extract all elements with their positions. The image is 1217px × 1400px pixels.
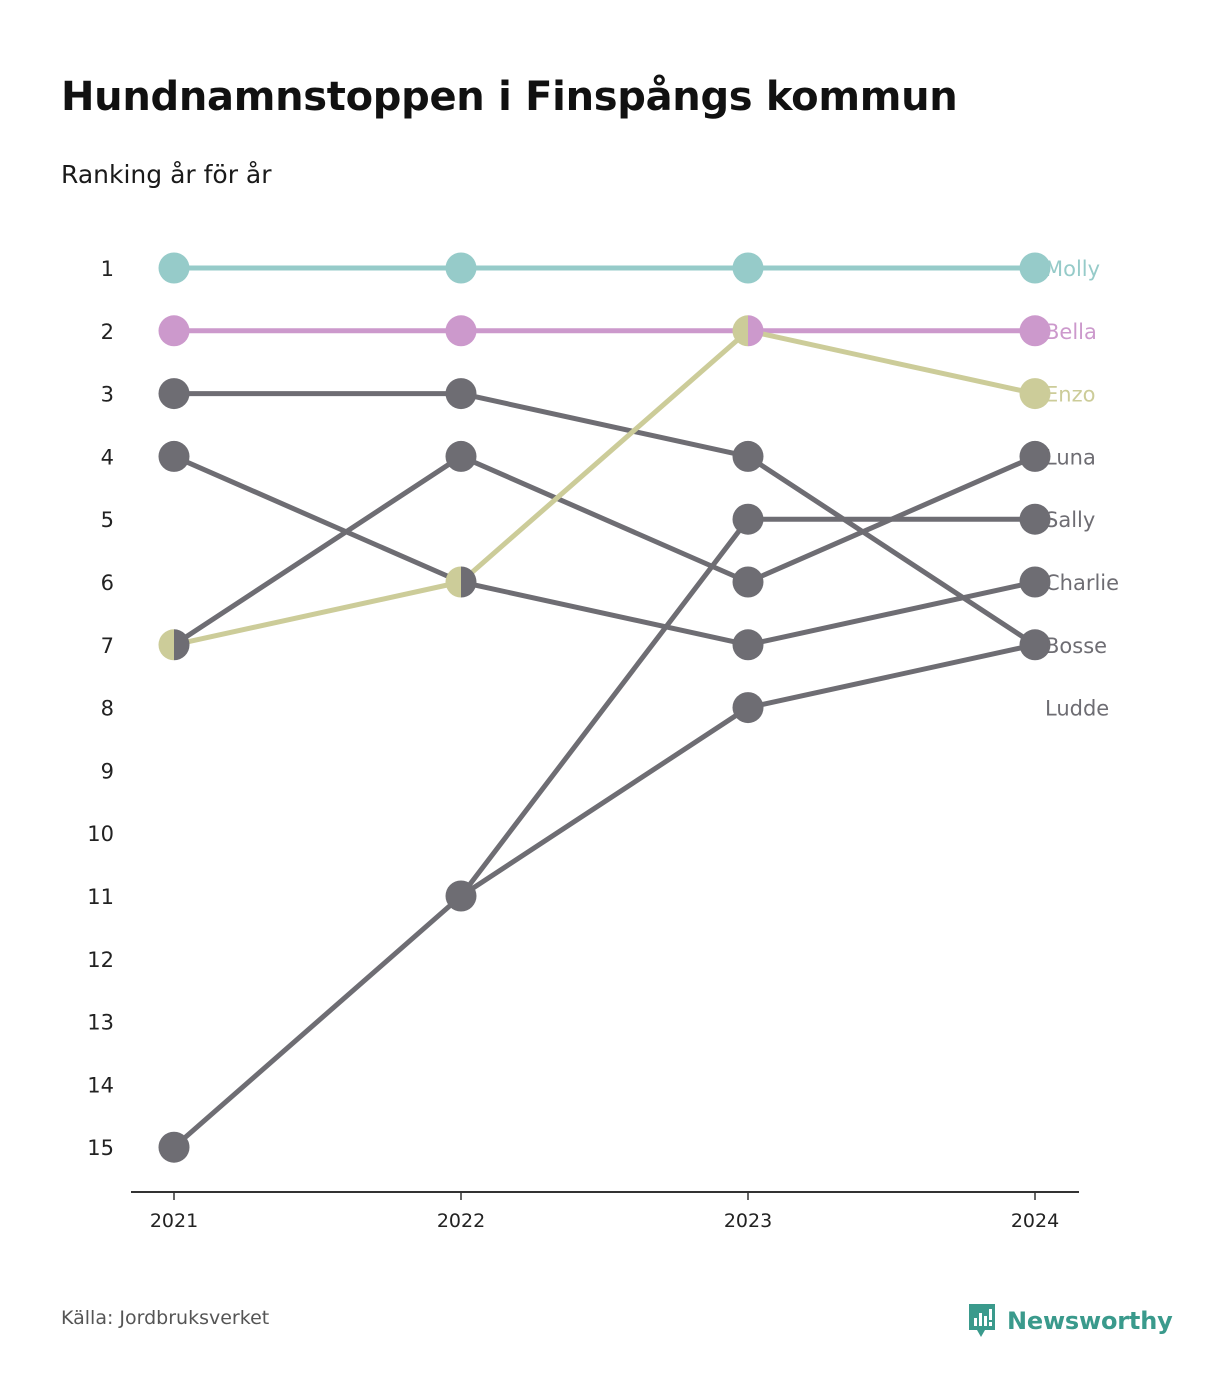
data-point-split-left xyxy=(732,315,748,347)
brand-logo[interactable]: Newsworthy xyxy=(967,1302,1173,1340)
y-tick-label: 3 xyxy=(101,383,114,407)
data-point-ludde xyxy=(732,692,764,724)
chart-subtitle: Ranking år för år xyxy=(61,160,272,189)
data-point-luna xyxy=(445,440,477,472)
y-tick-label: 7 xyxy=(101,634,114,658)
y-tick-label: 6 xyxy=(101,571,114,595)
data-point-sally xyxy=(1019,503,1051,535)
series-line-charlie xyxy=(171,453,1038,648)
series-label-molly: Molly xyxy=(1045,257,1100,281)
series-label-bosse: Bosse xyxy=(1045,634,1107,658)
data-point-bella xyxy=(445,315,477,347)
series-label-charlie: Charlie xyxy=(1045,571,1119,595)
data-point-molly xyxy=(1019,252,1051,284)
data-point-bosse xyxy=(445,378,477,410)
y-tick-label: 15 xyxy=(87,1136,114,1160)
series-line-sally xyxy=(171,516,1038,1150)
source-note: Källa: Jordbruksverket xyxy=(61,1307,270,1329)
data-point-bosse xyxy=(732,440,764,472)
data-point-charlie xyxy=(732,629,764,661)
newsworthy-logo-icon xyxy=(969,1304,995,1337)
x-tick-label: 2024 xyxy=(1011,1210,1059,1232)
x-tick-label: 2023 xyxy=(724,1210,772,1232)
x-axis: 2021 2022 2023 2024 xyxy=(131,1191,1079,1232)
y-tick-label: 1 xyxy=(101,257,114,281)
chart-title: Hundnamnstoppen i Finspångs kommun xyxy=(61,74,958,120)
data-point-split-right xyxy=(174,629,190,661)
y-tick-label: 8 xyxy=(101,697,114,721)
series-line-bosse xyxy=(171,391,1038,648)
data-point-bosse xyxy=(1019,629,1051,661)
data-point-luna xyxy=(1019,440,1051,472)
data-point-bella xyxy=(1019,315,1051,347)
data-point-charlie xyxy=(1019,566,1051,598)
data-point-enzo xyxy=(1019,378,1051,410)
series-label-ludde: Ludde xyxy=(1045,697,1109,721)
data-point-split-left xyxy=(158,629,174,661)
y-tick-label: 11 xyxy=(87,885,114,909)
y-tick-label: 10 xyxy=(87,822,114,846)
data-point-sally xyxy=(732,503,764,535)
y-tick-label: 4 xyxy=(101,445,114,469)
y-tick-label: 5 xyxy=(101,508,114,532)
series-label-enzo: Enzo xyxy=(1045,383,1095,407)
y-tick-label: 9 xyxy=(101,759,114,783)
y-tick-label: 2 xyxy=(101,320,114,344)
series-labels: Molly Bella Enzo Luna Sally Charlie Bosse Ludde xyxy=(1045,257,1119,721)
data-point-split-left xyxy=(445,566,461,598)
brand-name: Newsworthy xyxy=(1007,1307,1173,1335)
data-point-molly xyxy=(158,252,190,284)
y-tick-label: 14 xyxy=(87,1073,114,1097)
data-point-bella xyxy=(158,315,190,347)
series-label-bella: Bella xyxy=(1045,320,1097,344)
y-tick-label: 12 xyxy=(87,948,114,972)
data-point-bosse xyxy=(158,378,190,410)
y-tick-label: 13 xyxy=(87,1011,114,1035)
data-point-sally xyxy=(158,1131,190,1163)
data-point-split-right xyxy=(748,315,764,347)
series-line-ludde xyxy=(458,642,1038,899)
x-tick-label: 2022 xyxy=(437,1210,485,1232)
series-label-sally: Sally xyxy=(1045,508,1095,532)
series-lines xyxy=(171,265,1038,1150)
data-point-luna xyxy=(732,566,764,598)
data-point-sally xyxy=(445,880,477,912)
x-tick-label: 2021 xyxy=(150,1210,198,1232)
data-point-molly xyxy=(732,252,764,284)
series-label-luna: Luna xyxy=(1045,445,1096,469)
data-point-molly xyxy=(445,252,477,284)
data-point-split-right xyxy=(461,566,477,598)
series-line-enzo xyxy=(171,328,1038,648)
data-point-charlie xyxy=(158,440,190,472)
series-points xyxy=(158,252,1051,1163)
